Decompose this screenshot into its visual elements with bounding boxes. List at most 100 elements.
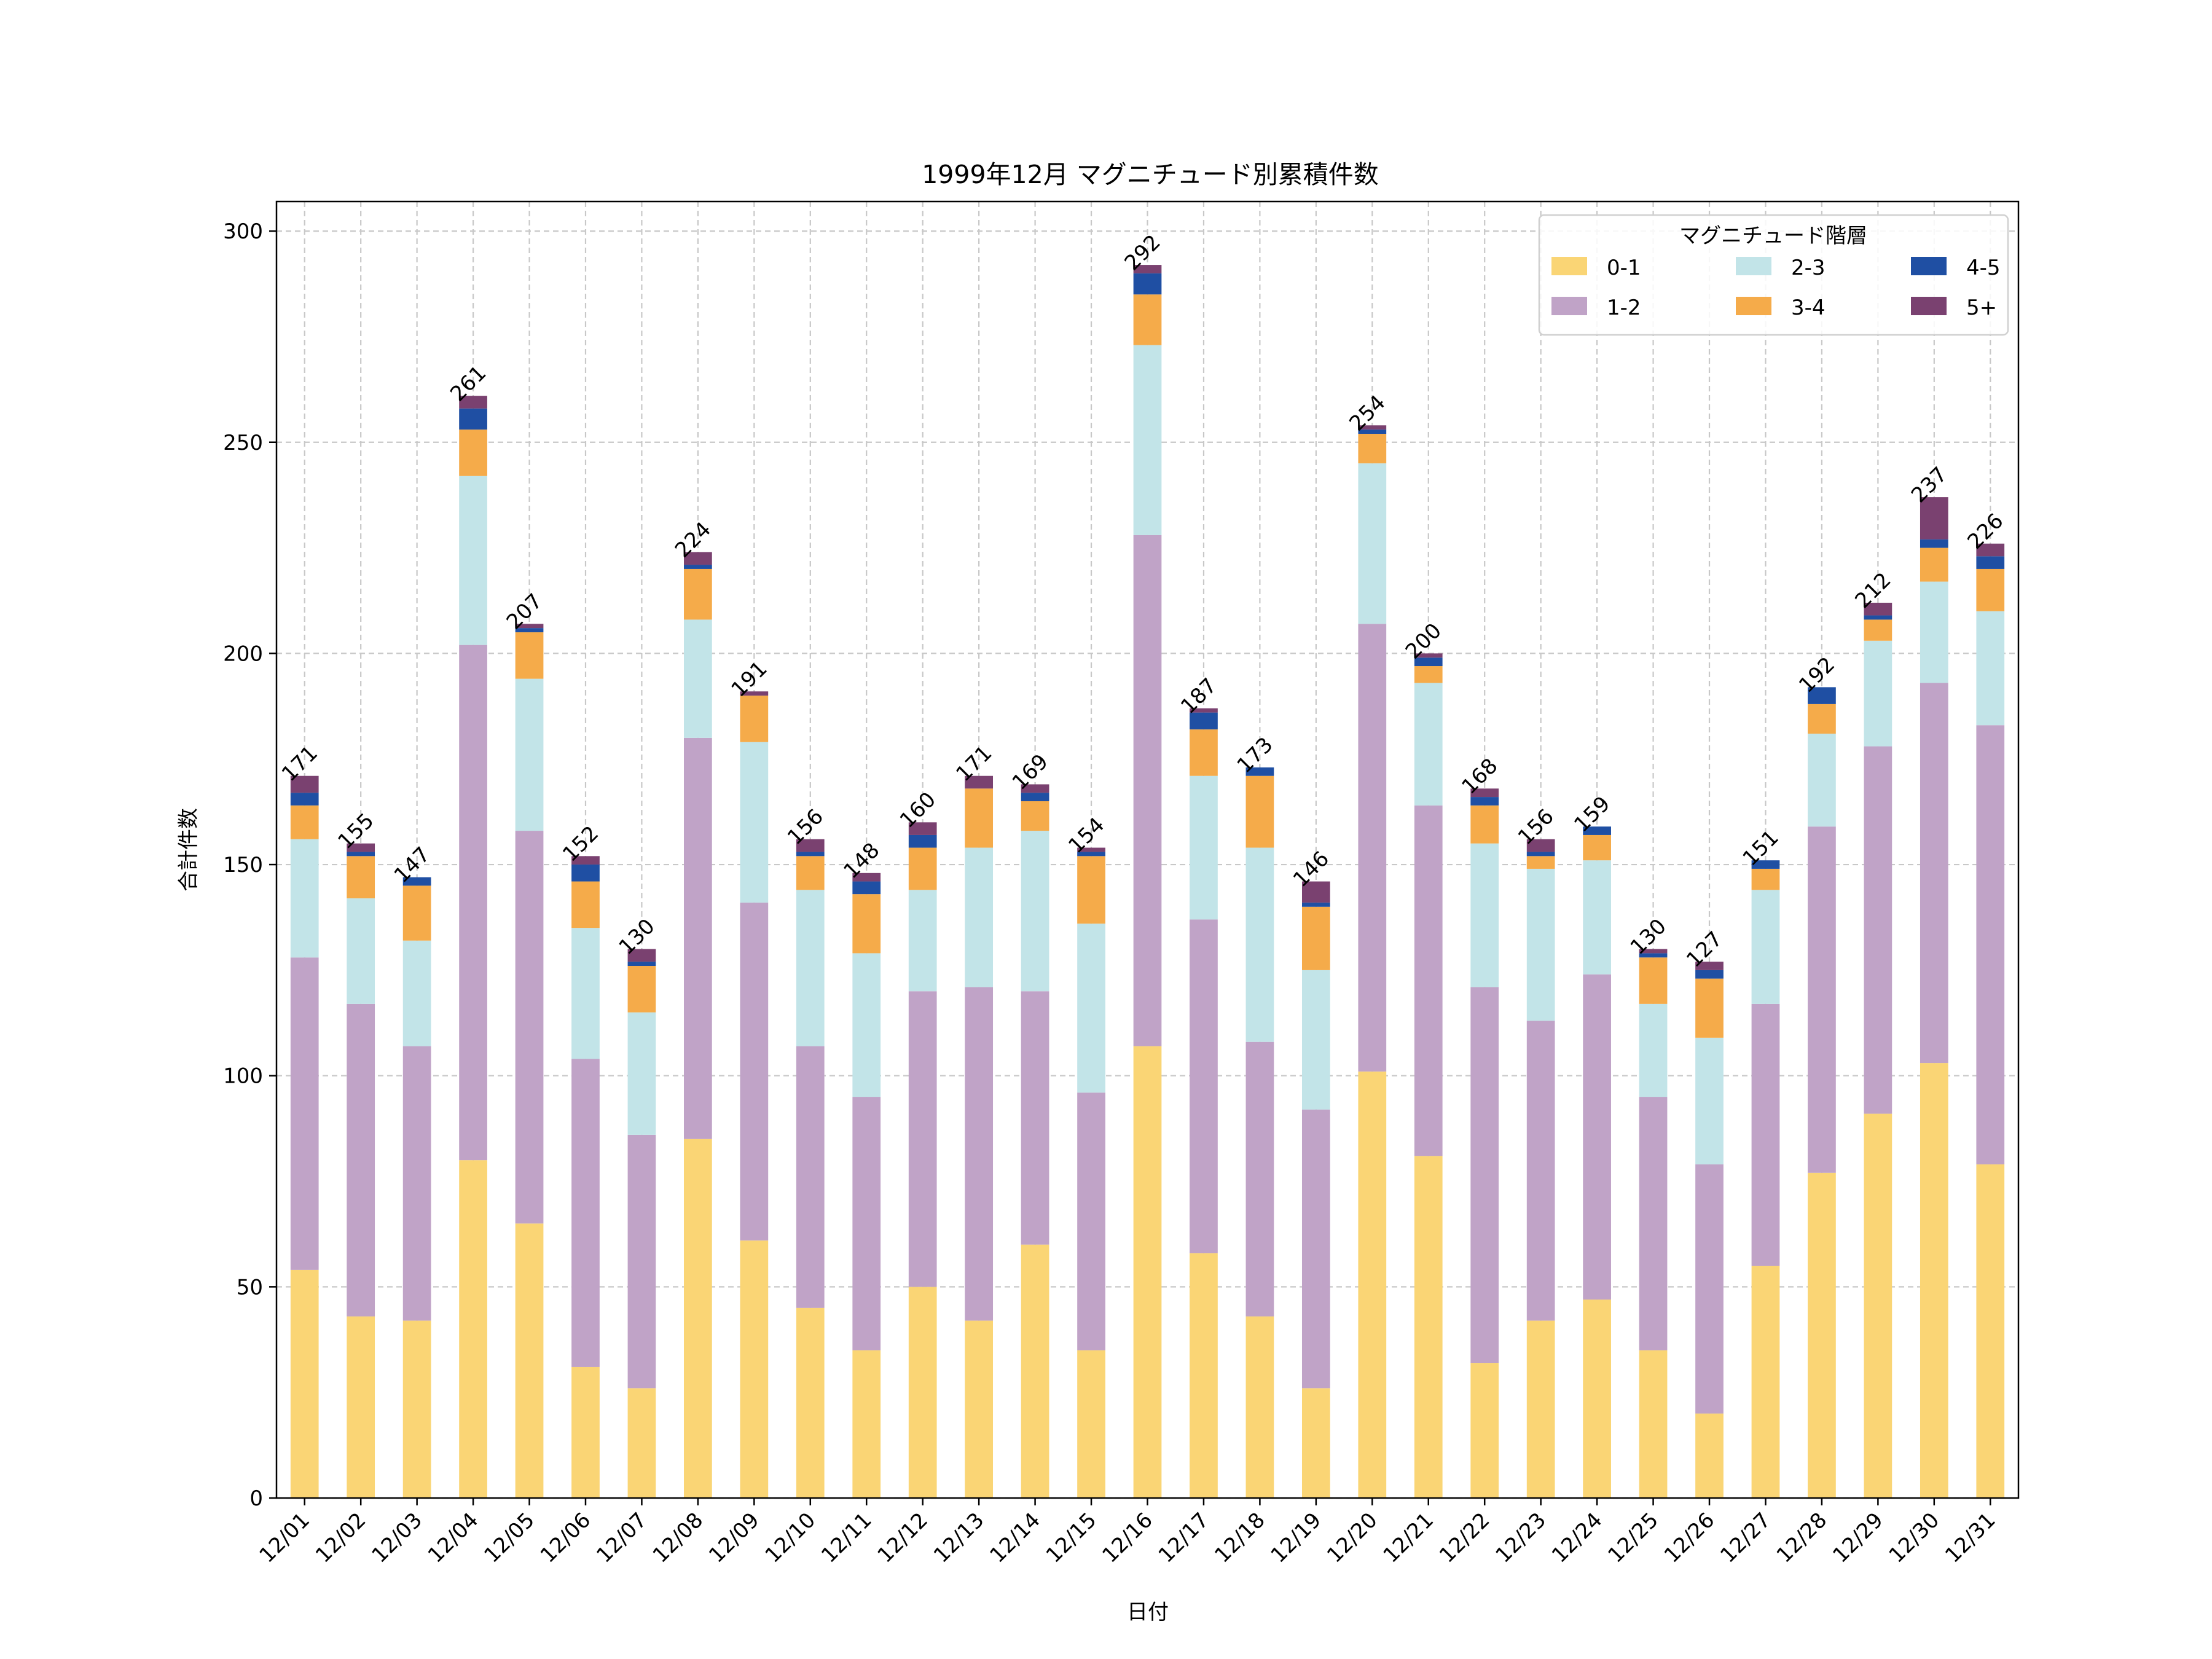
bar-segment-3-4	[459, 429, 487, 476]
bar-segment-4-5	[1077, 852, 1105, 857]
bar-segment-4-5	[1526, 852, 1555, 857]
bar-segment-0-1	[740, 1240, 769, 1498]
bar-segment-4-5	[1695, 970, 1724, 979]
bar-segment-0-1	[852, 1350, 881, 1498]
x-tick-label: 12/16	[1097, 1508, 1158, 1568]
bar-segment-2-3	[1190, 775, 1218, 920]
bar-segment-4-5	[571, 865, 600, 882]
bar-segment-4-5	[1808, 687, 1836, 704]
legend-label: 2-3	[1791, 256, 1826, 280]
bar-segment-5+	[965, 775, 994, 789]
bar-segment-3-4	[290, 805, 319, 839]
bar-segment-0-1	[1358, 1071, 1387, 1498]
bar-segment-4-5	[1639, 953, 1668, 958]
bar-segment-2-3	[852, 953, 881, 1097]
bar-segment-0-1	[1864, 1113, 1892, 1498]
bar-segment-0-1	[684, 1139, 712, 1498]
bar-segment-2-3	[1526, 868, 1555, 1021]
x-tick-label: 12/31	[1940, 1508, 2001, 1568]
bar-segment-4-5	[1021, 793, 1049, 801]
bar-segment-0-1	[627, 1388, 656, 1498]
x-tick-label: 12/04	[423, 1508, 484, 1568]
bar-segment-2-3	[1583, 860, 1611, 975]
bar-segment-5+	[908, 822, 937, 835]
x-tick-label: 12/10	[761, 1508, 821, 1568]
x-tick-label: 12/01	[255, 1508, 315, 1568]
y-tick-label: 100	[223, 1064, 263, 1089]
bar-segment-2-3	[1920, 581, 1948, 683]
bar-segment-3-4	[684, 568, 712, 620]
y-axis-label: 合計件数	[176, 808, 201, 892]
bar-segment-0-1	[571, 1367, 600, 1498]
bar-segment-0-1	[1639, 1350, 1668, 1498]
bar-segment-5+	[1639, 949, 1668, 954]
bar-segment-1-2	[684, 737, 712, 1139]
bar-segment-3-4	[1301, 906, 1330, 970]
bar-segment-0-1	[1695, 1413, 1724, 1498]
x-tick-label: 12/24	[1547, 1508, 1607, 1568]
bar-segment-0-1	[1245, 1316, 1274, 1498]
bar-segment-5+	[1021, 784, 1049, 793]
bar-segment-5+	[1133, 265, 1162, 273]
x-tick-label: 12/11	[817, 1508, 877, 1568]
bar-segment-0-1	[402, 1320, 431, 1498]
bar-segment-4-5	[908, 834, 937, 848]
bar-segment-2-3	[1808, 733, 1836, 827]
bar-segment-0-1	[1920, 1063, 1948, 1498]
bar-segment-0-1	[1077, 1350, 1105, 1498]
x-tick-label: 12/21	[1379, 1508, 1439, 1568]
bar-segment-5+	[1414, 653, 1443, 658]
bar-segment-1-2	[852, 1097, 881, 1351]
legend-label: 0-1	[1607, 256, 1641, 280]
bar-segment-1-2	[1358, 624, 1387, 1072]
bar-segment-2-3	[1414, 683, 1443, 806]
bar-segment-1-2	[290, 957, 319, 1270]
bar-segment-1-2	[908, 991, 937, 1287]
bar-segment-5+	[571, 856, 600, 865]
y-tick-label: 250	[223, 431, 263, 455]
legend-swatch-3-4	[1736, 297, 1771, 315]
x-tick-label: 12/30	[1885, 1508, 1945, 1568]
bar-segment-3-4	[1358, 434, 1387, 464]
bar-segment-0-1	[1133, 1046, 1162, 1498]
bar-segment-3-4	[1133, 294, 1162, 345]
bar-segment-0-1	[965, 1320, 994, 1498]
bar-segment-4-5	[402, 877, 431, 886]
bar-segment-3-4	[1245, 775, 1274, 848]
x-tick-label: 12/06	[536, 1508, 596, 1568]
bar-segment-1-2	[1920, 683, 1948, 1064]
bar-segment-1-2	[1808, 826, 1836, 1173]
bar-segment-0-1	[290, 1269, 319, 1498]
bar-segment-3-4	[965, 788, 994, 848]
y-axis: 0 50 100 150 200 250 300	[223, 219, 276, 1511]
bar-segment-0-1	[1190, 1253, 1218, 1498]
x-axis: 12/0112/0212/0312/0412/0512/0612/0712/08…	[255, 1498, 2001, 1568]
bar-segment-2-3	[1077, 924, 1105, 1093]
y-tick-label: 300	[223, 219, 263, 244]
bar-segment-3-4	[515, 632, 544, 679]
bar-segment-3-4	[402, 885, 431, 941]
bar-segment-3-4	[1021, 801, 1049, 831]
bar-segment-0-1	[515, 1223, 544, 1498]
bar-segment-0-1	[1526, 1320, 1555, 1498]
bar-segment-1-2	[1245, 1041, 1274, 1317]
bar-segment-2-3	[684, 619, 712, 738]
x-tick-label: 12/05	[479, 1508, 539, 1568]
bar-segment-0-1	[1976, 1164, 2005, 1498]
x-tick-label: 12/29	[1828, 1508, 1888, 1568]
bar-segment-2-3	[1133, 345, 1162, 535]
bar-segment-1-2	[515, 831, 544, 1224]
legend-label: 4-5	[1966, 256, 2001, 280]
bar-segment-1-2	[347, 1003, 375, 1317]
legend-swatch-4-5	[1911, 257, 1947, 275]
legend-swatch-5+	[1911, 297, 1947, 315]
x-tick-label: 12/12	[873, 1508, 933, 1568]
bar-segment-3-4	[1526, 856, 1555, 869]
bar-segment-1-2	[459, 645, 487, 1161]
bar-segment-3-4	[1808, 704, 1836, 734]
bar-segment-3-4	[347, 856, 375, 899]
bar-segment-3-4	[740, 696, 769, 742]
bar-segment-4-5	[1920, 539, 1948, 548]
bar-segment-2-3	[1470, 843, 1499, 987]
